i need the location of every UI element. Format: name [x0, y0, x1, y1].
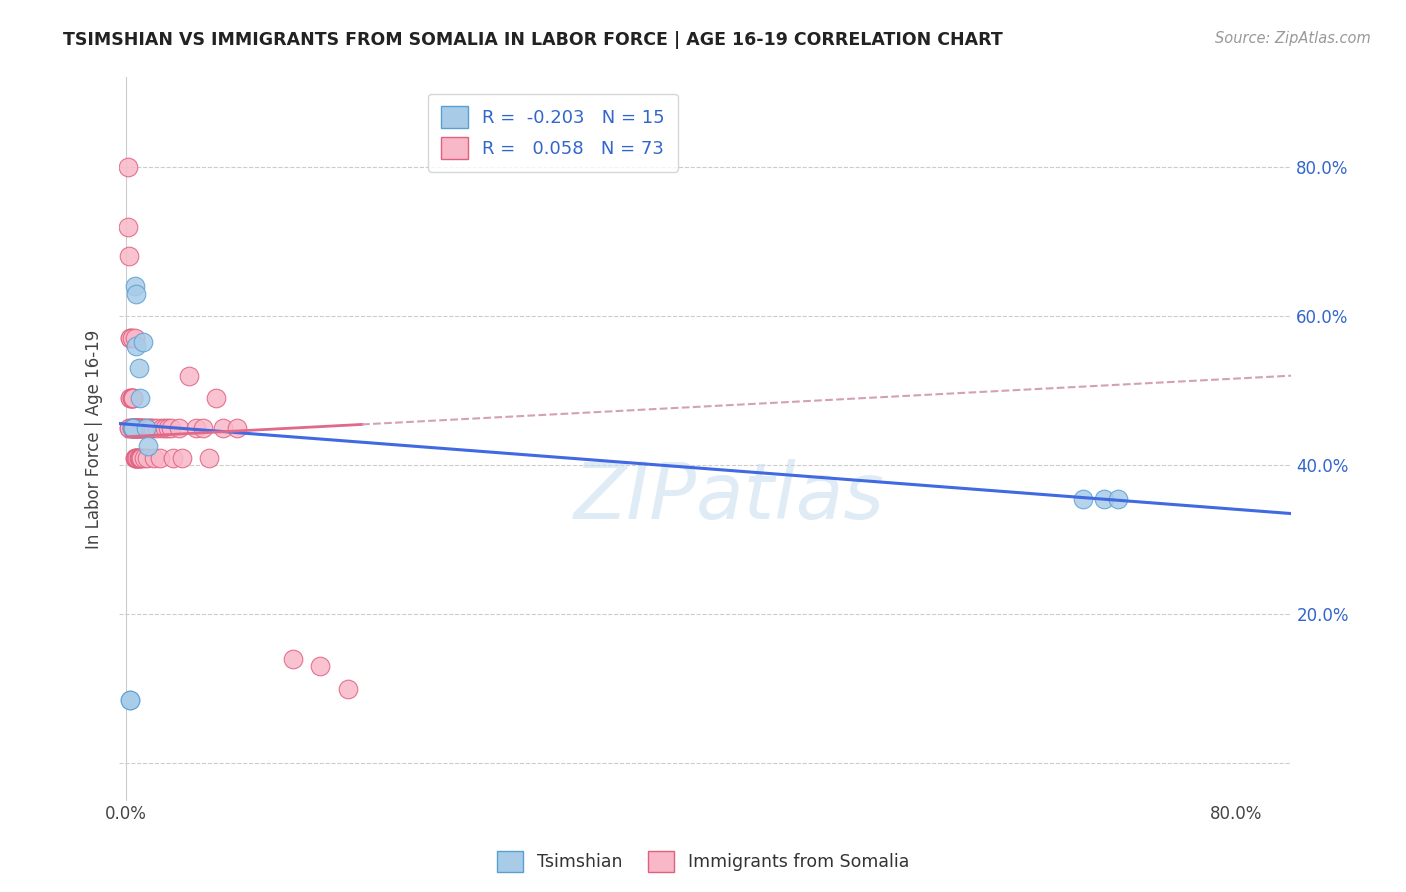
Point — [129, 450, 152, 465]
Point — [1073, 491, 1095, 506]
Point — [132, 421, 155, 435]
Point — [212, 421, 235, 435]
Point — [150, 421, 173, 435]
Point — [118, 421, 141, 435]
Legend: R =  -0.203   N = 15, R =   0.058   N = 73: R = -0.203 N = 15, R = 0.058 N = 73 — [429, 94, 678, 172]
Point — [122, 391, 145, 405]
Point — [170, 450, 193, 465]
Point — [129, 450, 152, 465]
Point — [128, 450, 150, 465]
Point — [121, 421, 143, 435]
Point — [337, 681, 360, 696]
Point — [153, 421, 176, 435]
Point — [124, 279, 146, 293]
Point — [127, 421, 149, 435]
Point — [132, 335, 155, 350]
Point — [132, 421, 155, 435]
Point — [125, 421, 148, 435]
Point — [125, 286, 148, 301]
Point — [205, 391, 228, 405]
Point — [139, 421, 162, 435]
Point — [122, 421, 145, 435]
Point — [120, 391, 142, 405]
Point — [117, 160, 139, 174]
Point — [159, 421, 181, 435]
Point — [138, 440, 160, 454]
Point — [129, 421, 152, 435]
Point — [162, 450, 184, 465]
Point — [281, 652, 304, 666]
Point — [226, 421, 249, 435]
Point — [141, 421, 163, 435]
Point — [145, 421, 167, 435]
Point — [142, 450, 165, 465]
Point — [121, 421, 143, 435]
Legend: Tsimshian, Immigrants from Somalia: Tsimshian, Immigrants from Somalia — [489, 844, 917, 879]
Point — [191, 421, 214, 435]
Y-axis label: In Labor Force | Age 16-19: In Labor Force | Age 16-19 — [86, 329, 103, 549]
Point — [121, 421, 143, 435]
Point — [124, 421, 146, 435]
Point — [121, 391, 143, 405]
Text: ZIPatlas: ZIPatlas — [574, 458, 884, 535]
Point — [136, 450, 159, 465]
Point — [122, 391, 145, 405]
Point — [127, 421, 149, 435]
Point — [122, 421, 145, 435]
Point — [128, 361, 150, 376]
Point — [120, 693, 142, 707]
Point — [121, 391, 143, 405]
Point — [135, 421, 157, 435]
Text: TSIMSHIAN VS IMMIGRANTS FROM SOMALIA IN LABOR FORCE | AGE 16-19 CORRELATION CHAR: TSIMSHIAN VS IMMIGRANTS FROM SOMALIA IN … — [63, 31, 1002, 49]
Point — [156, 421, 179, 435]
Point — [125, 450, 148, 465]
Point — [122, 421, 145, 435]
Point — [142, 421, 165, 435]
Point — [129, 421, 152, 435]
Point — [309, 659, 332, 673]
Point — [198, 450, 221, 465]
Point — [128, 421, 150, 435]
Point — [128, 450, 150, 465]
Point — [134, 450, 156, 465]
Point — [1092, 491, 1115, 506]
Point — [138, 421, 160, 435]
Point — [120, 331, 142, 345]
Point — [125, 339, 148, 353]
Point — [117, 219, 139, 234]
Point — [167, 421, 190, 435]
Point — [124, 450, 146, 465]
Point — [125, 421, 148, 435]
Point — [120, 331, 142, 345]
Point — [131, 450, 153, 465]
Point — [127, 421, 149, 435]
Point — [148, 450, 170, 465]
Point — [124, 331, 146, 345]
Point — [177, 368, 200, 383]
Point — [122, 421, 145, 435]
Point — [124, 421, 146, 435]
Point — [131, 421, 153, 435]
Point — [184, 421, 207, 435]
Point — [120, 391, 142, 405]
Point — [1107, 491, 1129, 506]
Text: Source: ZipAtlas.com: Source: ZipAtlas.com — [1215, 31, 1371, 46]
Point — [129, 421, 152, 435]
Point — [127, 450, 149, 465]
Point — [122, 421, 145, 435]
Point — [120, 693, 142, 707]
Point — [118, 421, 141, 435]
Point — [124, 450, 146, 465]
Point — [129, 391, 152, 405]
Point — [125, 450, 148, 465]
Point — [118, 249, 141, 263]
Point — [121, 331, 143, 345]
Point — [135, 421, 157, 435]
Point — [125, 421, 148, 435]
